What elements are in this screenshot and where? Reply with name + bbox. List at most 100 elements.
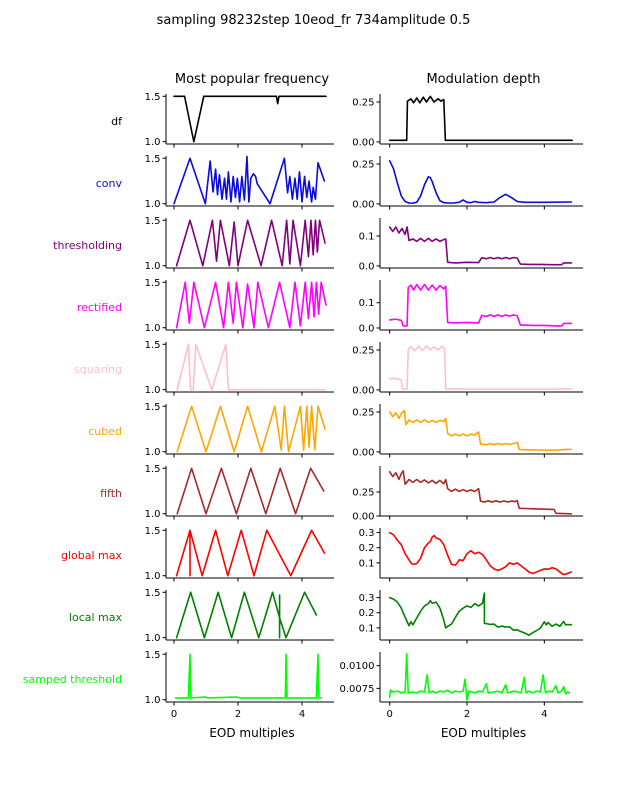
y-tick-label: 0.1 — [359, 231, 375, 242]
y-tick-label: 0.2 — [359, 543, 375, 554]
plot-conv-left: 1.0 1.5 — [145, 154, 334, 210]
plot-row-global-max: global max 1.0 1.5 0.1 0.2 0.3 — [0, 524, 627, 586]
plot-df-right: 0.00 0.25 — [352, 94, 583, 148]
y-tick-label: 1.5 — [145, 650, 161, 661]
plot-samped-threshold-left: 1.0 1.5 0 2 4 — [145, 650, 334, 720]
y-tick-label: 0.2 — [359, 608, 375, 619]
data-line — [175, 281, 327, 329]
y-tick-label: 0.1 — [359, 558, 375, 569]
row-label-thresholding: thresholding — [53, 238, 122, 252]
plot-row-fifth: fifth 1.0 1.5 0.00 0.25 — [0, 462, 627, 524]
y-tick-label: 0.3 — [359, 528, 375, 539]
plot-local-max-right: 0.1 0.2 0.3 — [359, 590, 583, 644]
y-tick-label: 1.5 — [145, 402, 161, 413]
y-tick-label: 0.0100 — [340, 661, 375, 672]
y-tick-label: 0.00 — [352, 385, 374, 396]
plot-grid: df 1.0 1.5 0.00 0.25 conv 1.0 1.5 0.00 0.25 thresh… — [0, 90, 627, 720]
y-tick-label: 1.5 — [145, 216, 161, 227]
data-line — [388, 531, 573, 576]
xlabel-right: EOD multiples — [440, 726, 527, 740]
plot-samped-threshold-right: 0.0075 0.0100 0 2 4 — [340, 652, 583, 720]
y-tick-label: 1.0 — [145, 695, 161, 706]
row-label-samped-threshold: samped threshold — [22, 672, 122, 686]
plot-fifth-left: 1.0 1.5 — [145, 464, 334, 520]
data-line — [173, 95, 327, 143]
data-line — [176, 343, 326, 391]
plot-thresholding-right: 0.0 0.1 — [359, 218, 583, 272]
plot-cubed-right: 0.00 0.25 — [352, 404, 583, 458]
plot-row-thresholding: thresholding 1.0 1.5 0.0 0.1 — [0, 214, 627, 276]
plot-row-rectified: rectified 1.0 1.5 0.0 0.1 — [0, 276, 627, 338]
y-tick-label: 1.0 — [145, 261, 161, 272]
data-line — [176, 405, 326, 453]
row-label-global-max: global max — [60, 548, 122, 562]
data-line — [388, 159, 573, 204]
column-title-most-popular-frequency: Most popular frequency — [174, 72, 330, 87]
plot-local-max-left: 1.0 1.5 — [145, 588, 334, 644]
y-tick-label: 1.5 — [145, 278, 161, 289]
y-tick-label: 1.0 — [145, 447, 161, 458]
y-tick-label: 1.5 — [145, 526, 161, 537]
x-tick-label: 2 — [464, 709, 470, 720]
data-line — [388, 592, 573, 636]
y-tick-label: 1.5 — [145, 92, 161, 103]
y-tick-label: 0.25 — [352, 487, 374, 498]
y-tick-label: 1.0 — [145, 199, 161, 210]
y-tick-label: 0.0 — [359, 261, 375, 272]
row-label-squaring: squaring — [74, 362, 122, 376]
data-line — [175, 529, 326, 577]
y-tick-label: 0.0 — [359, 323, 375, 334]
plot-row-samped-threshold: samped threshold 1.0 1.5 0 2 4 0.0075 0.0100 0 2 4 — [0, 648, 627, 720]
x-tick-label: 0 — [171, 709, 177, 720]
y-tick-label: 0.25 — [352, 407, 374, 418]
plot-thresholding-left: 1.0 1.5 — [145, 216, 334, 272]
row-label-cubed: cubed — [88, 424, 122, 438]
data-line — [388, 95, 573, 142]
y-tick-label: 1.0 — [145, 633, 161, 644]
y-tick-label: 1.5 — [145, 464, 161, 475]
plot-squaring-right: 0.00 0.25 — [352, 342, 583, 396]
plot-global-max-left: 1.0 1.5 — [145, 526, 334, 582]
data-line — [388, 226, 573, 266]
y-tick-label: 1.5 — [145, 588, 161, 599]
x-tick-label: 4 — [541, 709, 547, 720]
data-line — [175, 219, 326, 267]
xlabel-left: EOD multiples — [209, 726, 295, 740]
data-line — [388, 653, 571, 701]
plot-fifth-right: 0.00 0.25 — [352, 466, 583, 523]
data-line — [388, 345, 573, 390]
y-tick-label: 0.1 — [359, 298, 375, 309]
y-tick-label: 0.00 — [352, 199, 374, 210]
y-tick-label: 1.5 — [145, 340, 161, 351]
y-tick-label: 0.00 — [352, 447, 374, 458]
x-tick-label: 4 — [299, 709, 305, 720]
plot-rectified-right: 0.0 0.1 — [359, 280, 583, 334]
y-tick-label: 0.25 — [352, 159, 374, 170]
y-tick-label: 1.0 — [145, 509, 161, 520]
plot-row-squaring: squaring 1.0 1.5 0.00 0.25 — [0, 338, 627, 400]
y-tick-label: 1.0 — [145, 571, 161, 582]
x-tick-label: 2 — [235, 709, 241, 720]
plot-df-left: 1.0 1.5 — [145, 92, 334, 148]
data-line — [388, 283, 573, 327]
y-tick-label: 0.25 — [352, 97, 374, 108]
y-tick-label: 0.00 — [352, 137, 374, 148]
plot-squaring-left: 1.0 1.5 — [145, 340, 334, 396]
plot-row-df: df 1.0 1.5 0.00 0.25 — [0, 90, 627, 152]
y-tick-label: 0.1 — [359, 623, 375, 634]
y-tick-label: 1.0 — [145, 385, 161, 396]
plot-conv-right: 0.00 0.25 — [352, 156, 583, 210]
plot-row-cubed: cubed 1.0 1.5 0.00 0.25 — [0, 400, 627, 462]
plot-global-max-right: 0.1 0.2 0.3 — [359, 528, 583, 582]
x-tick-label: 0 — [386, 709, 392, 720]
row-label-local-max: local max — [68, 610, 122, 624]
data-line — [174, 653, 322, 699]
row-label-conv: conv — [95, 176, 122, 190]
row-label-rectified: rectified — [76, 300, 122, 314]
plot-cubed-left: 1.0 1.5 — [145, 402, 334, 458]
y-tick-label: 1.0 — [145, 323, 161, 334]
column-title-modulation-depth: Modulation depth — [426, 72, 541, 87]
data-line — [388, 409, 573, 452]
y-tick-label: 0.25 — [352, 345, 374, 356]
